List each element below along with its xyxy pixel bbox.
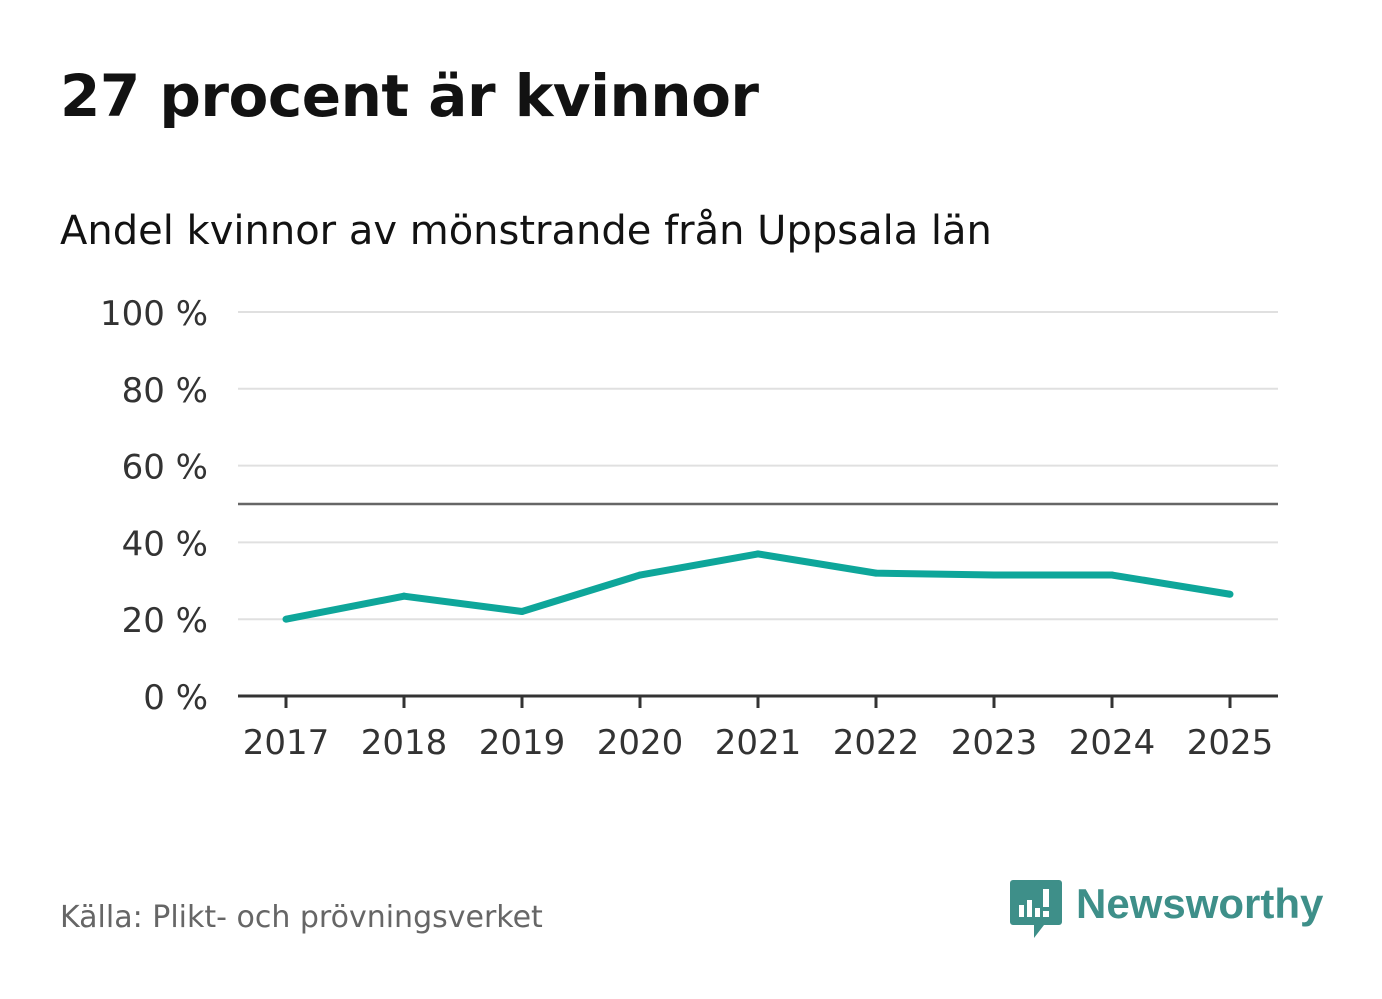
series-group (282, 550, 1234, 623)
chart-subtitle: Andel kvinnor av mönstrande från Uppsala… (60, 208, 992, 254)
y-axis-tick-labels: 0 % 20 % 40 % 60 % 80 % 100 % (100, 294, 208, 718)
x-axis (238, 694, 1278, 708)
y-tick-label-0: 0 % (143, 678, 208, 718)
y-tick-label-20: 20 % (122, 601, 208, 641)
data-point-2019 (518, 608, 526, 616)
data-point-2024 (1108, 571, 1116, 579)
source-note: Källa: Plikt- och prövningsverket (60, 900, 543, 935)
x-tick-label-2018: 2018 (361, 723, 448, 763)
series-line-0 (285, 550, 1231, 623)
x-tick-label-2024: 2024 (1069, 723, 1156, 763)
x-tick-label-2019: 2019 (479, 723, 566, 763)
newsworthy-logo-icon (1010, 880, 1062, 938)
y-tick-label-60: 60 % (122, 448, 208, 488)
x-axis-tick-labels: 2017 2018 2019 2020 2021 2022 2023 2024 2025 (243, 723, 1274, 763)
data-point-2025 (1226, 590, 1234, 598)
y-tick-label-80: 80 % (122, 371, 208, 411)
data-point-2020 (636, 571, 644, 579)
x-tick-label-2020: 2020 (597, 723, 684, 763)
y-tick-label-40: 40 % (122, 524, 208, 564)
x-tick-label-2017: 2017 (243, 723, 330, 763)
data-point-2018 (400, 592, 408, 600)
x-tick-label-2023: 2023 (951, 723, 1038, 763)
data-point-2023 (990, 571, 998, 579)
data-point-2022 (872, 569, 880, 577)
brand-name: Newsworthy (1076, 880, 1324, 927)
x-tick-label-2025: 2025 (1187, 723, 1274, 763)
chart-title: 27 procent är kvinnor (60, 62, 759, 130)
brand-logo: Newsworthy (1010, 878, 1323, 942)
x-tick-label-2021: 2021 (715, 723, 802, 763)
data-point-2017 (282, 615, 290, 623)
data-point-2021 (754, 550, 762, 558)
y-tick-label-100: 100 % (100, 294, 208, 334)
gridlines (238, 311, 1278, 621)
x-tick-label-2022: 2022 (833, 723, 920, 763)
